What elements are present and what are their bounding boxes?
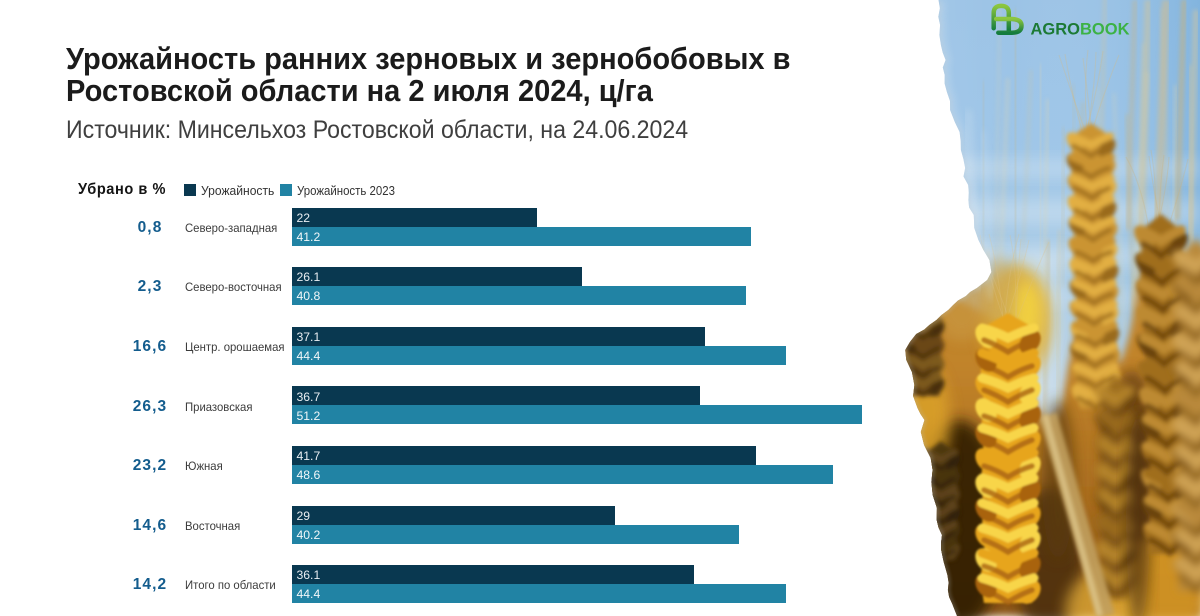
- svg-text:AGROBOOK: AGROBOOK: [1031, 20, 1131, 39]
